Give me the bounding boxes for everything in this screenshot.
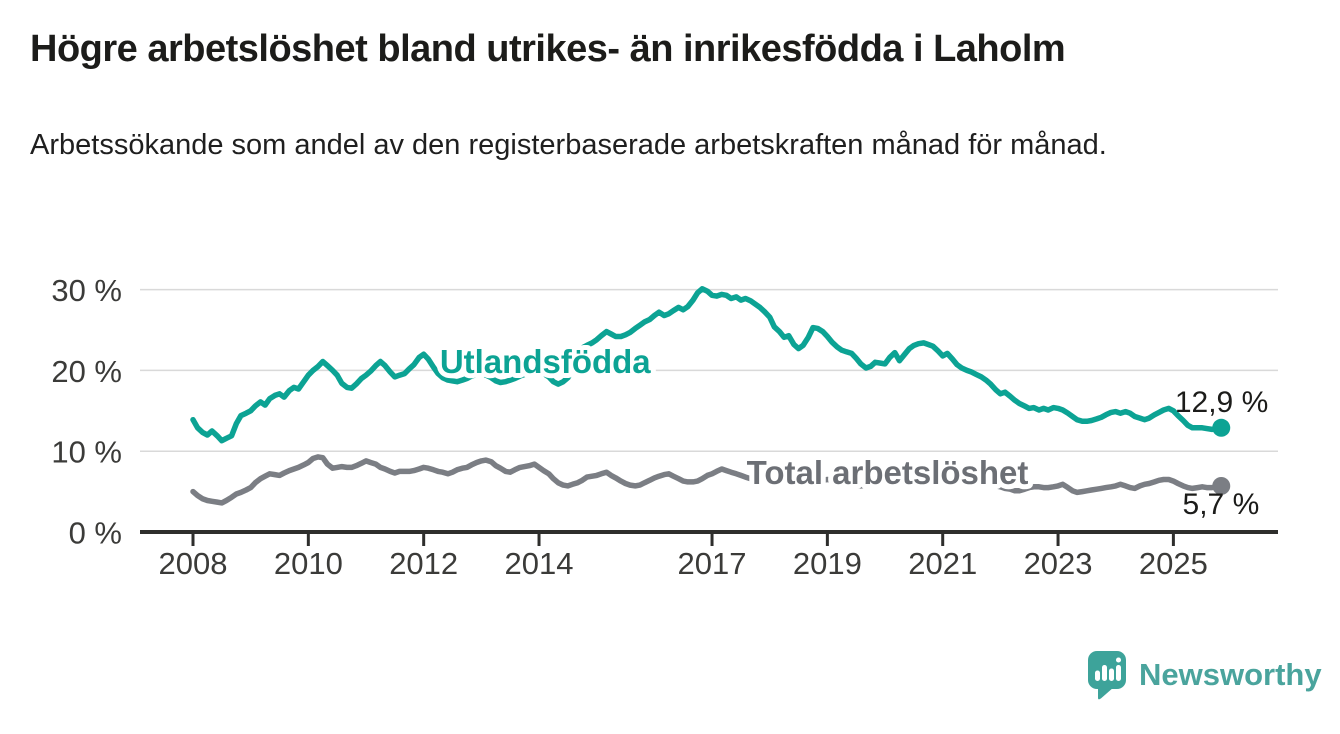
newsworthy-logo-icon — [1088, 651, 1126, 700]
y-tick-label: 30 % — [51, 273, 122, 308]
series-end-value: 5,7 % — [1183, 488, 1260, 521]
series-end-dot — [1212, 476, 1231, 495]
x-tick-label: 2012 — [389, 546, 458, 581]
x-axis-tick-labels: 2008 2010 2012 2014 2017 2019 2021 2023 2025 — [159, 546, 1208, 581]
exclamation-dot — [1116, 657, 1121, 663]
x-tick-label: 2008 — [159, 546, 228, 581]
x-tick-label: 2021 — [908, 546, 977, 581]
chart-subtitle: Arbetssökande som andel av den registerb… — [30, 129, 1107, 161]
series-end-dot — [1212, 418, 1231, 437]
y-tick-label: 10 % — [51, 435, 122, 470]
x-tick-label: 2017 — [678, 546, 747, 581]
page-title: Högre arbetslöshet bland utrikes- än inr… — [30, 28, 1066, 70]
series-line — [190, 286, 1225, 444]
x-tick-label: 2023 — [1024, 546, 1093, 581]
x-tick-label: 2010 — [274, 546, 343, 581]
x-tick-label: 2014 — [505, 546, 574, 581]
bar-chart-glyph — [1095, 657, 1121, 681]
speech-bubble-tail — [1098, 685, 1114, 700]
newsworthy-logo: Newsworthy — [1086, 649, 1322, 701]
y-tick-label: 0 % — [69, 516, 122, 551]
y-axis-tick-labels: 0 % 10 % 20 % 30 % — [51, 273, 122, 550]
series-label: Utlandsfödda — [440, 343, 651, 380]
series-labels: Utlandsfödda Total arbetslöshet — [435, 338, 1034, 496]
x-axis — [140, 530, 1278, 546]
x-tick-label: 2019 — [793, 546, 862, 581]
series-label: Total arbetslöshet — [747, 454, 1029, 491]
series-end-dots — [1212, 418, 1231, 495]
x-tick-label: 2025 — [1139, 546, 1208, 581]
series-end-value-labels: 12,9 % 5,7 % — [1175, 386, 1268, 521]
series-lines — [190, 286, 1225, 506]
exclamation-bar — [1116, 665, 1121, 681]
series-end-value: 12,9 % — [1175, 386, 1268, 419]
newsworthy-logo-text: Newsworthy — [1139, 657, 1322, 692]
y-tick-label: 20 % — [51, 354, 122, 389]
series-line — [190, 454, 1225, 506]
